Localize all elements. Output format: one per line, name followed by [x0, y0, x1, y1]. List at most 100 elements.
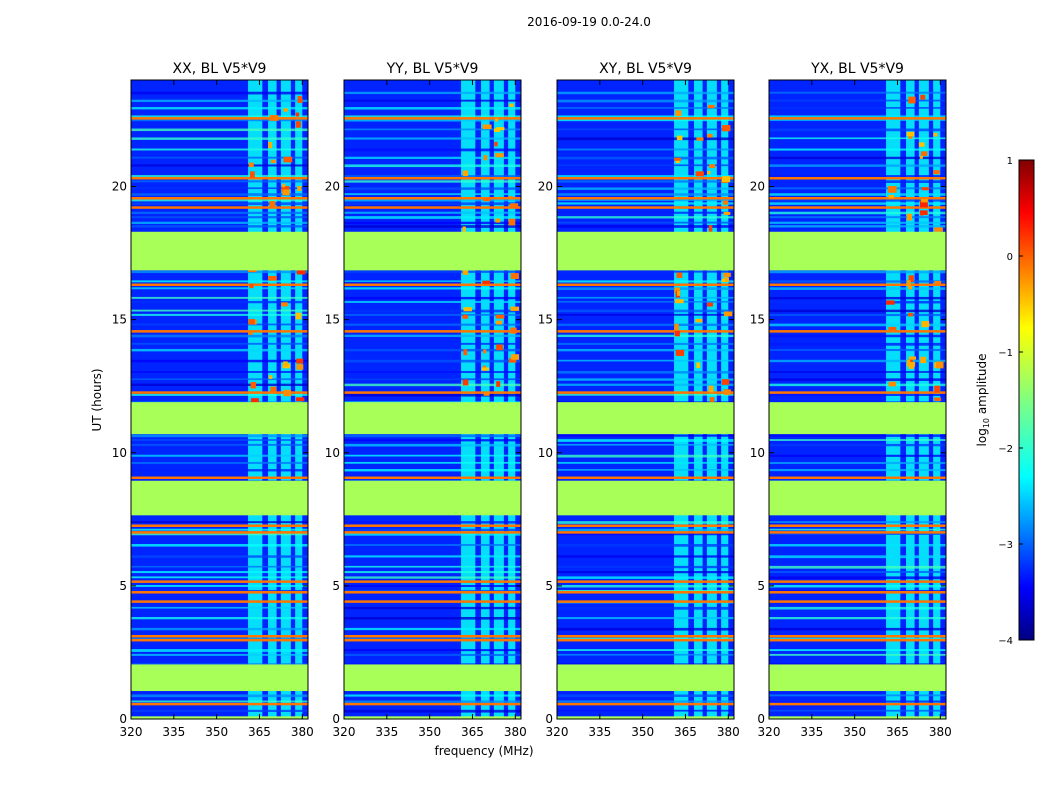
rfi-spot [906, 213, 913, 221]
time-band [131, 334, 308, 338]
time-band [769, 694, 946, 697]
time-band [769, 99, 946, 102]
x-tick-label: 380 [504, 725, 527, 739]
x-tick-label: 350 [418, 725, 441, 739]
colorbar-label-tail: amplitude [975, 354, 989, 418]
rfi-burst [131, 531, 308, 534]
time-band [131, 532, 308, 536]
time-band [557, 91, 734, 95]
rfi-spot [708, 385, 714, 393]
rfi-spot [936, 361, 944, 369]
rfi-burst [344, 196, 521, 200]
background-cells [131, 80, 308, 719]
time-band [344, 187, 521, 190]
time-band [344, 606, 521, 610]
time-band [131, 128, 308, 132]
time-band [769, 532, 946, 535]
rfi-spot [462, 270, 469, 275]
rfi-spot [249, 283, 254, 289]
time-band [131, 359, 308, 363]
rfi-spot [707, 104, 715, 109]
rfi-burst [769, 600, 946, 603]
time-band [769, 443, 946, 447]
rfi-spot [906, 280, 911, 287]
rfi-burst [131, 391, 308, 394]
time-band [557, 137, 734, 141]
time-band [344, 164, 521, 168]
x-tick-label: 350 [843, 725, 866, 739]
time-band [769, 469, 946, 472]
time-band [344, 555, 521, 558]
time-band [131, 637, 308, 640]
rfi-spot [888, 381, 897, 387]
rfi-spot [269, 115, 279, 121]
time-band [131, 280, 308, 283]
time-band [131, 649, 308, 652]
rfi-spot [920, 94, 926, 100]
rfi-spot [921, 151, 928, 156]
rfi-burst [557, 634, 734, 638]
rfi-spot [463, 349, 468, 356]
time-band [769, 270, 946, 274]
time-band [557, 296, 734, 299]
flagged-block [131, 402, 308, 435]
rfi-spot [250, 171, 255, 178]
colorbar-tick-label: −3 [998, 540, 1013, 551]
time-band [344, 589, 521, 592]
time-band [344, 663, 521, 665]
flagged-block [557, 480, 734, 516]
rfi-spot [510, 327, 517, 334]
time-band [131, 193, 308, 196]
time-band [131, 454, 308, 457]
rfi-burst [769, 476, 946, 480]
time-band [344, 616, 521, 620]
rfi-spot [281, 302, 288, 307]
time-band [131, 393, 308, 396]
flagged-block [769, 664, 946, 692]
time-band [131, 175, 308, 178]
time-band [557, 323, 734, 327]
time-band [131, 313, 308, 316]
rfi-spot [707, 171, 711, 175]
rfi-channel [721, 80, 729, 719]
panel-title: YX, BL V5*V9 [810, 61, 904, 77]
rfi-spot [906, 359, 911, 366]
time-band [769, 544, 946, 547]
time-band [557, 653, 734, 656]
time-band [131, 555, 308, 558]
colorbar: −4 −3 −2 −1 0 1 log10 amplitude [975, 156, 1035, 647]
rfi-spot [295, 112, 300, 117]
rfi-spot [674, 330, 680, 337]
rfi-burst [344, 177, 521, 180]
time-band [557, 393, 734, 396]
rfi-spot [919, 210, 928, 215]
rfi-channel [694, 80, 703, 719]
time-band [344, 180, 521, 183]
rfi-spot [906, 131, 915, 137]
time-band [769, 193, 946, 196]
time-band [557, 627, 734, 631]
time-band [769, 118, 946, 121]
time-band [344, 348, 521, 352]
panel-image [131, 80, 308, 719]
time-band [769, 280, 946, 283]
time-band [131, 323, 308, 326]
time-band [769, 175, 946, 178]
rfi-spot [675, 159, 680, 164]
rfi-burst [557, 177, 734, 180]
y-tick-label: 10 [538, 446, 553, 460]
time-band [131, 521, 308, 524]
time-band [131, 99, 308, 102]
time-band [131, 378, 308, 381]
x-tick-label: 320 [546, 725, 569, 739]
rfi-burst [131, 476, 308, 480]
x-tick-label: 380 [717, 725, 740, 739]
flagged-block [557, 402, 734, 435]
time-band [557, 434, 734, 437]
rfi-burst [344, 600, 521, 603]
rfi-spot [723, 272, 731, 277]
rfi-burst [344, 476, 521, 480]
flagged-block [131, 716, 308, 719]
rfi-spot [248, 318, 255, 325]
rfi-burst [769, 531, 946, 534]
